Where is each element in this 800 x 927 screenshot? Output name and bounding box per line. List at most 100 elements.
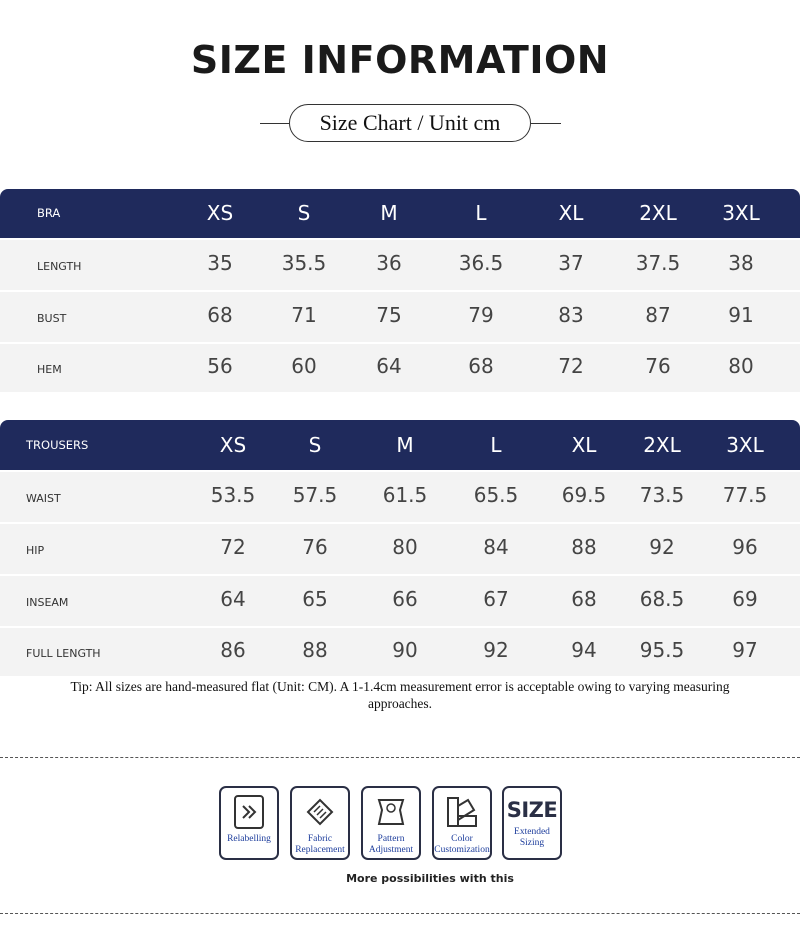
header-size: L — [475, 201, 487, 225]
rule — [260, 123, 289, 124]
service-label: Color Customization — [434, 834, 490, 855]
cell: 72 — [558, 354, 584, 378]
cell: 68 — [468, 354, 494, 378]
cell: 38 — [728, 251, 754, 275]
cell: 87 — [645, 303, 671, 327]
row-label: INSEAM — [26, 596, 69, 609]
cell: 68 — [571, 587, 597, 611]
cell: 83 — [558, 303, 584, 327]
row-label: FULL LENGTH — [26, 647, 101, 660]
cell: 86 — [220, 638, 246, 662]
table-header: TROUSERS XS S M L XL 2XL 3XL — [0, 420, 800, 470]
cell: 92 — [483, 638, 509, 662]
service-icon: Pattern Adjustment — [361, 786, 421, 860]
caption: More possibilities with this — [346, 872, 514, 885]
service-icon: SIZE Extended Sizing — [502, 786, 562, 860]
cell: 65.5 — [473, 483, 519, 507]
row-label: WAIST — [26, 492, 61, 505]
cell: 91 — [728, 303, 754, 327]
header-size: XL — [571, 433, 597, 457]
service-label: Pattern Adjustment — [368, 834, 414, 855]
header-label: TROUSERS — [26, 438, 89, 452]
cell: 92 — [649, 535, 675, 559]
cell: 97 — [732, 638, 758, 662]
icon-graphic — [377, 799, 405, 825]
table-row: LENGTH 35 35.5 36 36.5 37 37.5 38 — [0, 240, 800, 290]
cell: 61.5 — [382, 483, 428, 507]
table-row: FULL LENGTH 86 88 90 92 94 95.5 97 — [0, 628, 800, 676]
header-label: BRA — [37, 206, 61, 220]
cell: 71 — [291, 303, 317, 327]
header-size: XS — [219, 433, 247, 457]
cell: 95.5 — [639, 638, 685, 662]
header-size: 3XL — [722, 201, 760, 225]
cell: 80 — [392, 535, 418, 559]
title: SIZE INFORMATION — [190, 38, 610, 82]
cell: 57.5 — [292, 483, 338, 507]
header-size: S — [308, 433, 322, 457]
cell: 37 — [558, 251, 584, 275]
icon-graphic — [447, 797, 477, 827]
header-size: L — [490, 433, 502, 457]
cell: 88 — [571, 535, 597, 559]
service-icon: Color Customization — [432, 786, 492, 860]
service-label: Fabric Replacement — [295, 834, 345, 855]
header-size: XL — [558, 201, 584, 225]
cell: 64 — [376, 354, 402, 378]
cell: 72 — [220, 535, 246, 559]
tip: Tip: All sizes are hand-measured flat (U… — [70, 679, 730, 711]
cell: 53.5 — [210, 483, 256, 507]
table-row: WAIST 53.5 57.5 61.5 65.5 69.5 73.5 77.5 — [0, 472, 800, 522]
header-size: M — [380, 201, 398, 225]
cell: 67 — [483, 587, 509, 611]
cell: 35.5 — [281, 251, 327, 275]
cell: 76 — [302, 535, 328, 559]
subtitle: Size Chart / Unit cm — [289, 104, 531, 142]
cell: 75 — [376, 303, 402, 327]
service-icon: Fabric Replacement — [290, 786, 350, 860]
table-row: HIP 72 76 80 84 88 92 96 — [0, 524, 800, 574]
cell: 64 — [220, 587, 246, 611]
row-label: BUST — [37, 312, 67, 325]
cell: 56 — [207, 354, 233, 378]
cell: 66 — [392, 587, 418, 611]
cell: 94 — [571, 638, 597, 662]
table-header: BRA XS S M L XL 2XL 3XL — [0, 189, 800, 238]
cell: 90 — [392, 638, 418, 662]
cell: 35 — [207, 251, 233, 275]
table-row: BUST 68 71 75 79 83 87 91 — [0, 292, 800, 342]
cell: 76 — [645, 354, 671, 378]
cell: 79 — [468, 303, 494, 327]
cell: 68.5 — [639, 587, 685, 611]
icon-graphic — [306, 798, 334, 826]
table-row: HEM 56 60 64 68 72 76 80 — [0, 344, 800, 392]
cell: 68 — [207, 303, 233, 327]
header-size: S — [297, 201, 311, 225]
cell: 84 — [483, 535, 509, 559]
cell: 37.5 — [635, 251, 681, 275]
divider — [0, 757, 800, 758]
header-size: 2XL — [639, 201, 677, 225]
divider — [0, 913, 800, 914]
row-label: LENGTH — [37, 260, 82, 273]
cell: 60 — [291, 354, 317, 378]
cell: 96 — [732, 535, 758, 559]
rule — [531, 123, 561, 124]
cell: 65 — [302, 587, 328, 611]
cell: 88 — [302, 638, 328, 662]
icon-graphic — [234, 795, 264, 829]
cell: 69.5 — [561, 483, 607, 507]
header-size: 3XL — [726, 433, 764, 457]
service-label: Extended Sizing — [514, 827, 550, 848]
row-label: HEM — [37, 363, 62, 376]
cell: 69 — [732, 587, 758, 611]
table-row: INSEAM 64 65 66 67 68 68.5 69 — [0, 576, 800, 626]
header-size: XS — [206, 201, 234, 225]
row-label: HIP — [26, 544, 45, 557]
header-size: M — [396, 433, 414, 457]
cell: 36.5 — [458, 251, 504, 275]
size-icon-text: SIZE — [506, 798, 558, 822]
header-size: 2XL — [643, 433, 681, 457]
service-icon: Relabelling — [219, 786, 279, 860]
cell: 36 — [376, 251, 402, 275]
